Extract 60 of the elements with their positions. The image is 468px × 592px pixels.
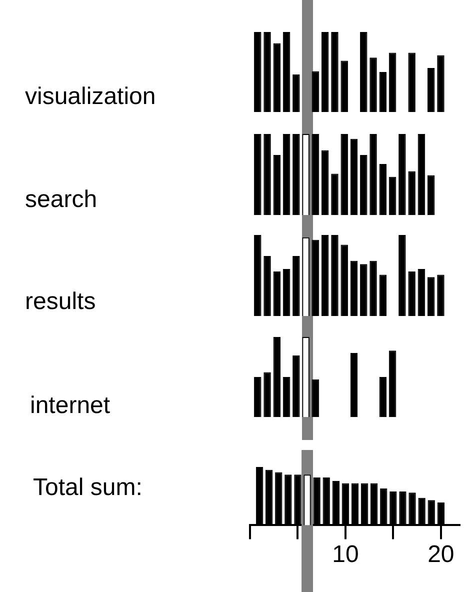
bar [292,74,300,112]
bar [282,377,290,417]
bar [292,256,300,316]
bar [427,277,435,316]
bar [370,58,377,112]
bar [418,134,426,215]
bar [388,52,396,112]
bar [360,32,368,112]
bar [273,155,281,215]
bar [408,52,416,112]
bar [379,274,387,316]
bar [427,68,435,112]
bar [340,244,348,316]
bar [312,379,320,417]
bar [437,55,444,112]
y-axis-title: results [25,288,96,316]
bar [312,71,320,112]
bar [282,32,290,112]
bar [264,32,271,112]
bar [321,150,329,215]
bar [273,271,281,316]
y-axis-title: visualization [25,83,156,111]
bar [321,235,329,316]
bar [292,355,300,417]
bar [254,235,262,316]
bar [388,350,396,417]
bar [427,175,435,215]
bar [360,264,368,316]
bar [379,72,387,112]
bar [437,274,444,316]
bar [398,134,406,215]
bar [418,269,426,316]
x-tick-label: 20 [428,541,454,568]
bar [331,32,338,112]
bar [350,353,358,417]
bar [350,260,358,316]
bar [331,235,338,316]
bar [273,337,281,417]
bar [282,134,290,215]
bar [388,176,396,215]
bar [408,271,416,316]
bar [264,256,271,316]
bar [273,43,281,112]
bar [370,260,377,316]
bar [379,164,387,215]
bar [340,60,348,112]
bar [312,134,320,215]
y-axis-title: search [25,186,98,214]
bar [398,235,406,316]
bar [264,372,271,417]
bar [254,32,262,112]
bar [282,269,290,316]
bar [254,377,262,417]
bar [379,377,387,417]
y-axis-title: internet [30,392,110,420]
y-axis-title: Total sum: [33,474,142,502]
bar [312,240,320,316]
bar [321,32,329,112]
bar [254,134,262,215]
x-tick-label: 10 [332,541,359,568]
